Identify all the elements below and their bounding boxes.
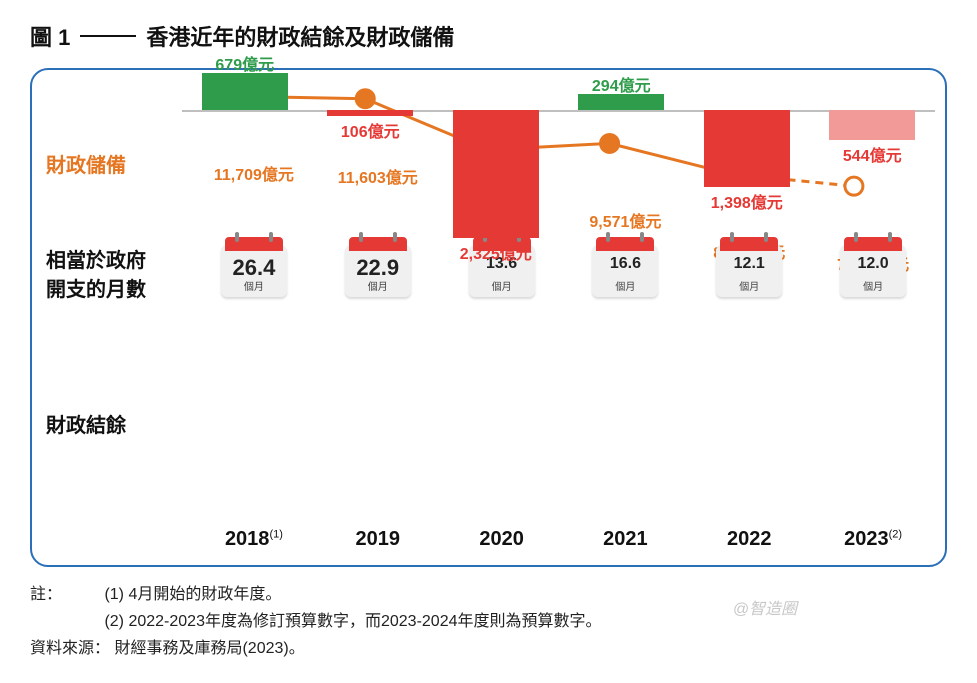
months-label-line: 相當於政府 <box>46 250 146 272</box>
calendar-badge-unit: 個月 <box>221 278 287 293</box>
balance-bar <box>202 73 288 110</box>
balance-bar <box>704 110 790 187</box>
footnote-item: (2) 2022-2023年度為修訂預算數字，而2023-2024年度則為預算數… <box>104 613 601 630</box>
balance-label: 財政結餘 <box>42 409 192 438</box>
balance-value: 679億元 <box>215 51 274 75</box>
year-superscript: (1) <box>269 528 282 540</box>
source-label: 資料來源： <box>30 640 110 657</box>
year-label: 2023(2) <box>811 528 935 551</box>
balance-bar <box>829 110 915 140</box>
balance-baseline <box>182 110 935 112</box>
year-text: 2023 <box>844 528 889 550</box>
year-label: 2018(1) <box>192 528 316 551</box>
calendar-badge-unit: 個月 <box>469 278 535 293</box>
year-label: 2021 <box>564 528 688 551</box>
footnotes: 註： (1) 4月開始的財政年度。 (2) 2022-2023年度為修訂預算數字… <box>30 581 947 663</box>
notes-label: 註： <box>30 581 100 608</box>
balance-value: 2,325億元 <box>460 240 532 264</box>
calendar-badge-unit: 個月 <box>592 278 658 293</box>
year-text: 2018 <box>225 528 270 550</box>
source-text: 財經事務及庫務局(2023)。 <box>114 640 304 657</box>
calendar-badge-unit: 個月 <box>345 278 411 293</box>
balance-value: 1,398億元 <box>711 189 783 213</box>
figure-title: 圖 1 香港近年的財政結餘及財政儲備 <box>30 20 947 52</box>
year-label: 2020 <box>440 528 564 551</box>
months-label-line: 開支的月數 <box>46 279 146 301</box>
balance-bar <box>578 94 664 110</box>
year-label: 2022 <box>687 528 811 551</box>
year-text: 2020 <box>479 528 524 550</box>
calendar-badge-unit: 個月 <box>840 278 906 293</box>
figure-title-text: 香港近年的財政結餘及財政儲備 <box>146 20 454 52</box>
balance-value: 106億元 <box>341 118 400 142</box>
balance-value: 544億元 <box>843 142 902 166</box>
year-text: 2021 <box>603 528 648 550</box>
months-label: 相當於政府 開支的月數 <box>42 244 192 302</box>
year-superscript: (2) <box>889 528 902 540</box>
reserves-label: 財政儲備 <box>42 149 192 178</box>
calendar-badge-unit: 個月 <box>716 278 782 293</box>
balance-value: 294億元 <box>592 72 651 96</box>
balance-row: 財政結餘 679億元106億元2,325億元294億元1,398億元544億元 <box>42 328 935 518</box>
year-row: 2018(1) 2019 2020 2021 2022 2023(2) <box>42 528 935 551</box>
balance-bar <box>453 110 539 238</box>
chart-panel: 財政儲備 11,709億元 11,603億元 9,278億元 9,571億元 8… <box>30 68 947 567</box>
title-rule <box>80 35 136 37</box>
year-text: 2022 <box>727 528 772 550</box>
balance-bar <box>327 110 413 116</box>
figure-number: 圖 1 <box>30 20 70 52</box>
footnote-item: (1) 4月開始的財政年度。 <box>104 586 281 603</box>
year-text: 2019 <box>355 528 400 550</box>
year-label: 2019 <box>316 528 440 551</box>
balance-bar-area: 679億元106億元2,325億元294億元1,398億元544億元 <box>182 70 935 260</box>
